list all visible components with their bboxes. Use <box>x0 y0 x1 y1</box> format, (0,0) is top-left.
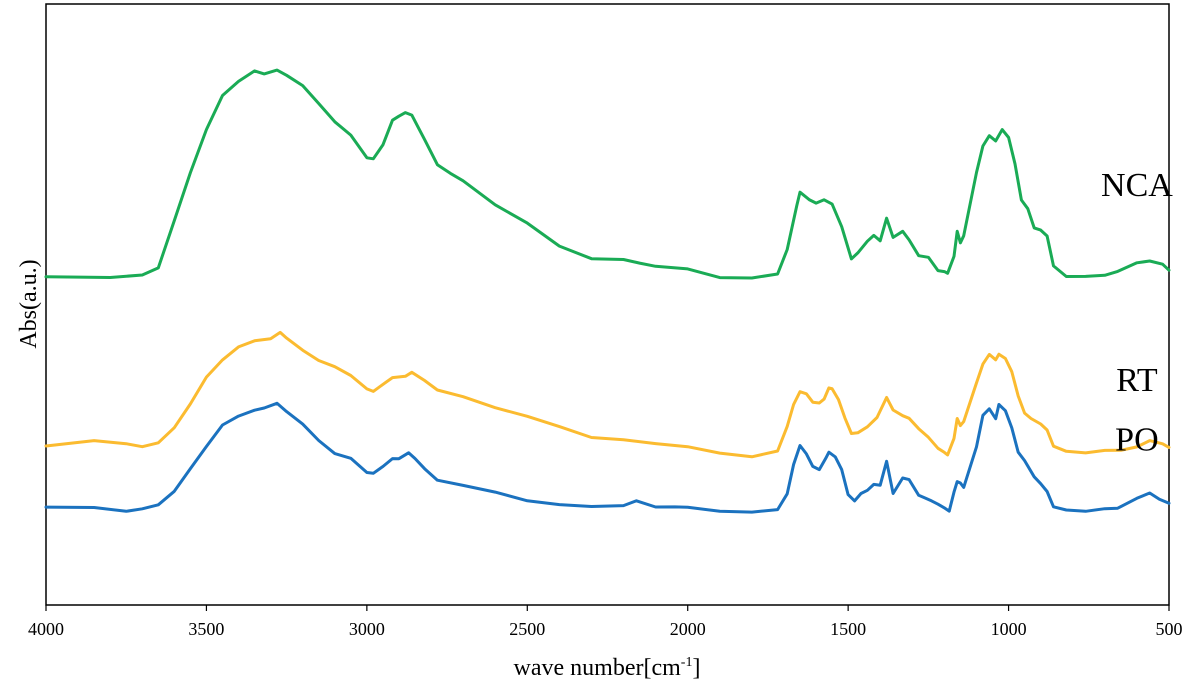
x-axis-title-superscript: -1 <box>681 655 693 670</box>
series-layer: NCA RT PO <box>44 68 1173 514</box>
plot-frame <box>45 3 1170 606</box>
x-tick-label: 1500 <box>830 619 866 639</box>
series-line-po <box>44 401 1171 514</box>
x-tick-label: 2500 <box>509 619 545 639</box>
x-axis-ticks: 4000 3500 3000 2500 2000 1500 1000 500 <box>28 605 1183 639</box>
x-tick-label: 500 <box>1156 619 1183 639</box>
x-axis-title: wave number[cm-1] <box>514 655 701 681</box>
series-label-po: PO <box>1115 422 1158 459</box>
x-tick-label: 3000 <box>349 619 385 639</box>
x-tick-label: 1000 <box>991 619 1027 639</box>
series-label-rt: RT <box>1116 362 1158 399</box>
series-line-rt <box>44 330 1171 459</box>
x-tick-label: 3500 <box>188 619 224 639</box>
y-axis-title: Abs(a.u.) <box>16 259 42 348</box>
x-tick-label: 2000 <box>670 619 706 639</box>
x-tick-label: 4000 <box>28 619 64 639</box>
x-axis-title-suffix: ] <box>692 655 700 681</box>
series-label-nca: NCA <box>1101 167 1173 204</box>
series-line-nca <box>44 68 1171 280</box>
